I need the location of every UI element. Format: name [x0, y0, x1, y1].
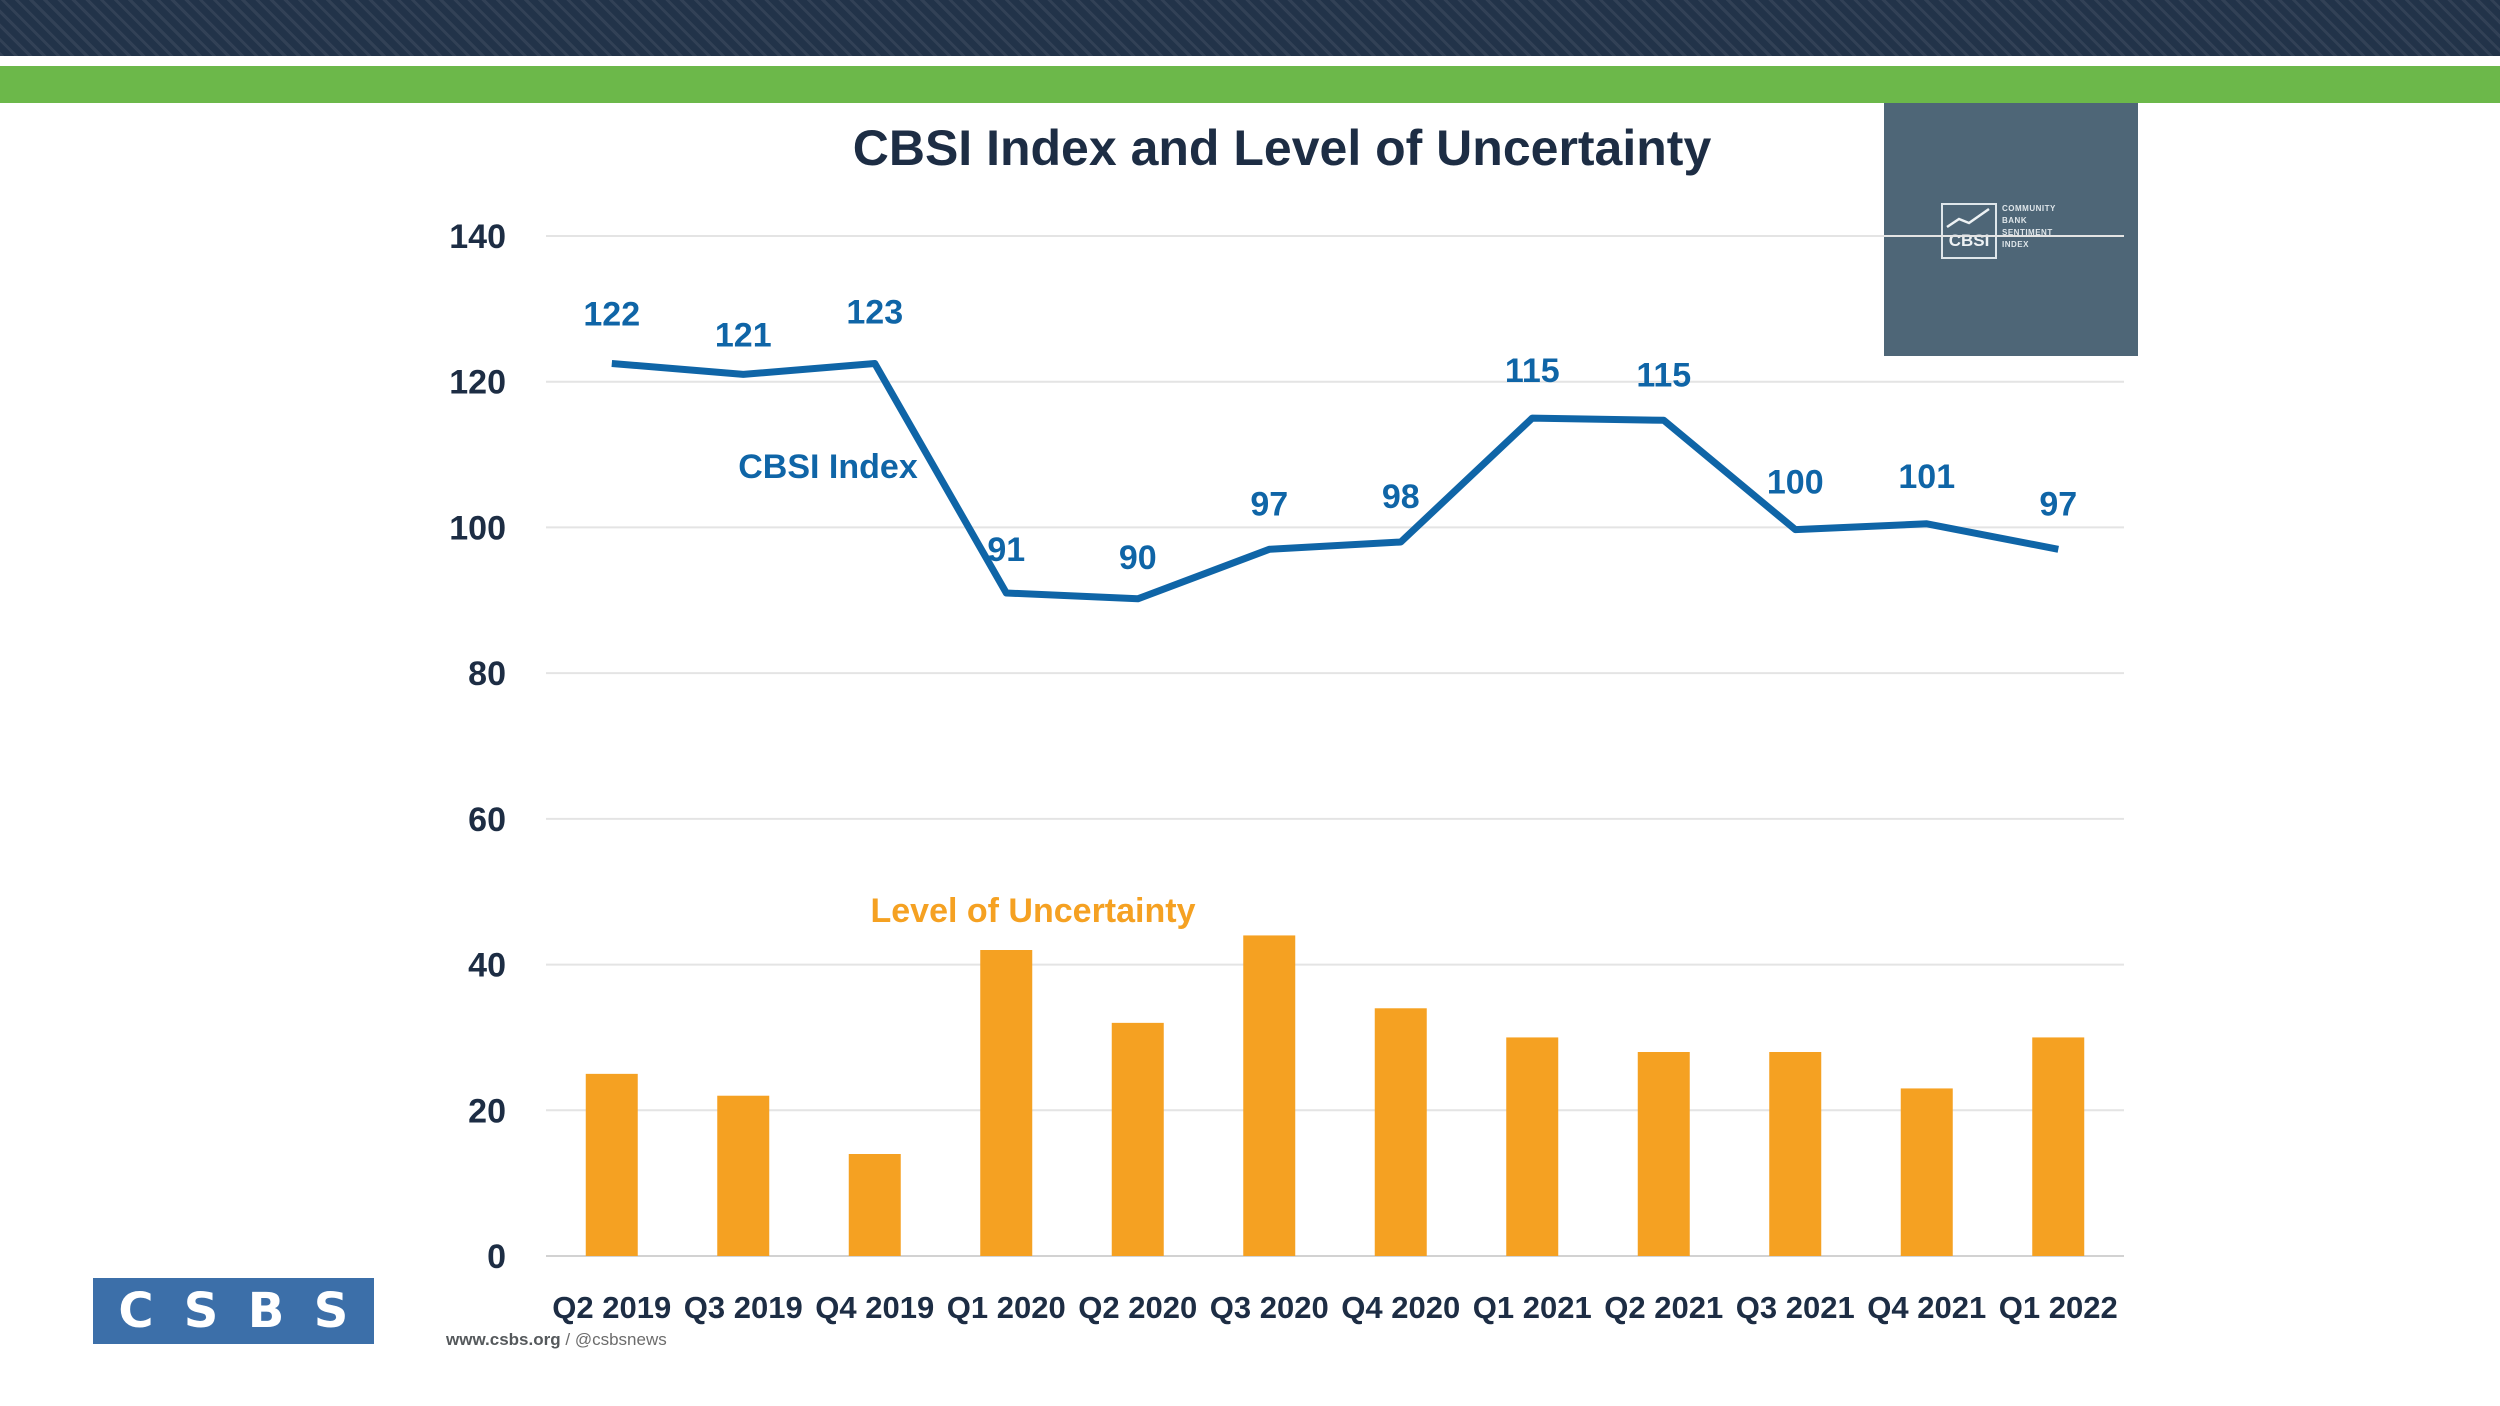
x-tick-label: Q2 2021 [1604, 1290, 1723, 1325]
csbs-logo-letter: S [183, 1283, 219, 1339]
uncertainty-bar [980, 950, 1033, 1256]
trend-arrow-icon [1946, 207, 1990, 229]
cbsi-chart: CBSI Index and Level of Uncertainty 0 20 4… [449, 120, 2124, 1325]
x-tick-label: Q2 2019 [552, 1290, 671, 1325]
y-axis-ticks: 0 20 40 60 80 100 120 140 [449, 218, 506, 1276]
cbsi-data-label: 97 [1250, 485, 1288, 523]
logo-word: Sentiment [2002, 228, 2053, 237]
cbsi-data-label: 91 [987, 531, 1025, 569]
y-tick-label: 80 [468, 655, 506, 693]
social-handle[interactable]: @csbsnews [574, 1330, 667, 1349]
chart-title: CBSI Index and Level of Uncertainty [853, 120, 1712, 176]
footer-separator: / [565, 1330, 571, 1349]
uncertainty-bar [1900, 1088, 1953, 1256]
header-band [0, 0, 2500, 56]
uncertainty-bar [717, 1095, 770, 1256]
logo-word: Index [2002, 240, 2029, 249]
x-tick-label: Q3 2021 [1736, 1290, 1855, 1325]
x-tick-label: Q1 2022 [1999, 1290, 2118, 1325]
logo-word: Bank [2002, 216, 2028, 225]
uncertainty-bar [1506, 1037, 1559, 1256]
y-tick-label: 120 [449, 364, 506, 402]
cbsi-data-label: 101 [1898, 458, 1955, 496]
x-tick-label: Q4 2020 [1341, 1290, 1460, 1325]
footer-links: www.csbs.org / @csbsnews [446, 1330, 667, 1350]
uncertainty-bar [1111, 1022, 1164, 1256]
y-tick-label: 100 [449, 509, 506, 547]
cbsi-index-series-line [611, 360, 2059, 603]
csbs-logo-letter: S [313, 1283, 349, 1339]
csbs-logo-letter: B [247, 1283, 285, 1339]
cbsi-data-label: 122 [583, 296, 640, 334]
uncertainty-bar [1243, 935, 1296, 1256]
x-tick-label: Q4 2021 [1867, 1290, 1986, 1325]
cbsi-index-series-label: CBSI Index [738, 448, 918, 486]
x-tick-label: Q1 2021 [1473, 1290, 1592, 1325]
header-accent-band [0, 66, 2500, 103]
cbsi-logo-panel: CBSI Community Bank Sentiment Index [1884, 103, 2138, 356]
uncertainty-bar [1769, 1052, 1822, 1256]
cbsi-data-label: 90 [1119, 539, 1157, 577]
y-tick-label: 140 [449, 218, 506, 256]
y-tick-label: 20 [468, 1092, 506, 1130]
header-divider [0, 56, 2500, 66]
cbsi-data-label: 98 [1382, 478, 1420, 516]
x-tick-label: Q3 2019 [684, 1290, 803, 1325]
x-tick-label: Q4 2019 [815, 1290, 934, 1325]
gridlines [546, 235, 2124, 1257]
data-labels: 122 121 123 91 90 97 98 115 115 100 101 97 [583, 294, 2077, 577]
x-tick-label: Q1 2020 [947, 1290, 1066, 1325]
uncertainty-bar [585, 1073, 638, 1256]
cbsi-data-label: 115 [1636, 356, 1691, 394]
uncertainty-bar [848, 1154, 901, 1256]
x-tick-label: Q2 2020 [1078, 1290, 1197, 1325]
cbsi-index-line [611, 360, 2059, 603]
cbsi-data-label: 123 [846, 294, 903, 332]
y-tick-label: 0 [487, 1238, 506, 1276]
x-tick-label: Q3 2020 [1210, 1290, 1329, 1325]
cbsi-data-label: 97 [2039, 485, 2077, 523]
csbs-logo: C S B S [93, 1278, 374, 1344]
uncertainty-bar [2032, 1037, 2085, 1256]
logo-word: Community [2002, 204, 2056, 213]
x-axis-ticks: Q2 2019 Q3 2019 Q4 2019 Q1 2020 Q2 2020 Q3 20… [552, 1290, 2117, 1325]
uncertainty-bar [1374, 1008, 1427, 1256]
cbsi-data-label: 115 [1505, 352, 1560, 390]
cbsi-data-label: 121 [715, 316, 772, 354]
website-link[interactable]: www.csbs.org [446, 1330, 561, 1349]
uncertainty-bars [585, 935, 2085, 1256]
uncertainty-bar [1637, 1052, 1690, 1256]
uncertainty-series-label: Level of Uncertainty [871, 892, 1196, 930]
cbsi-logo-text: Community Bank Sentiment Index [2002, 203, 2056, 251]
y-tick-label: 60 [468, 801, 506, 839]
y-tick-label: 40 [468, 947, 506, 985]
cbsi-data-label: 100 [1767, 464, 1824, 502]
csbs-logo-letter: C [118, 1283, 154, 1339]
